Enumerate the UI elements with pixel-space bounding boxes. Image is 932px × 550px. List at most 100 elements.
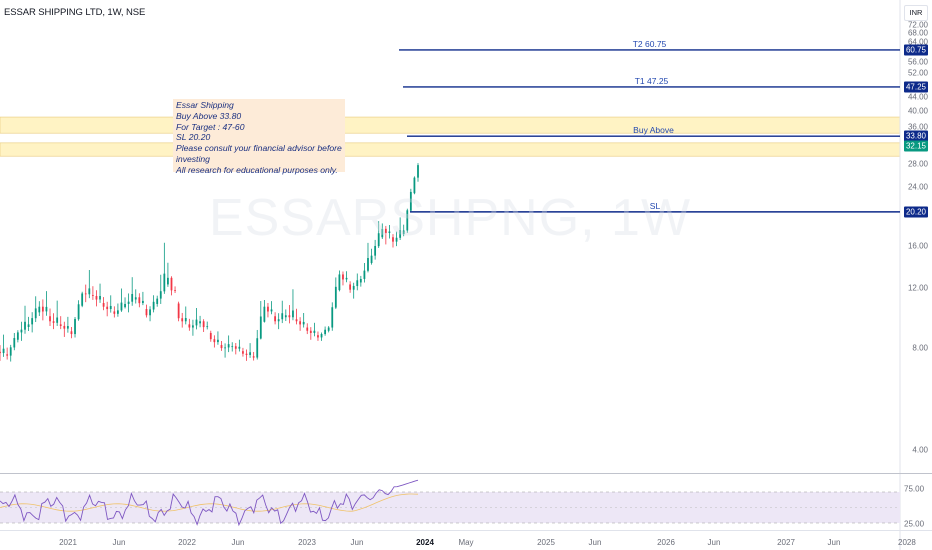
candle-body (331, 307, 334, 328)
rsi-line (0, 479, 419, 527)
candle-body (367, 258, 369, 271)
candle-body (381, 228, 384, 238)
candle-body (20, 329, 23, 333)
currency-button[interactable]: INR (904, 5, 928, 21)
note-line: Essar Shipping (176, 100, 234, 110)
candle-body (84, 293, 87, 295)
price-tick: 36.00 (907, 122, 928, 132)
note-line: Buy Above 33.80 (176, 110, 242, 121)
candle-body (91, 295, 94, 297)
rsi-tick: 25.00 (904, 519, 925, 529)
candle-body (24, 321, 26, 330)
price-tick: 40.00 (907, 106, 928, 116)
candle-body (138, 297, 141, 304)
time-label: Jun (231, 538, 245, 547)
level-price-badge: 33.80 (904, 130, 928, 142)
level-price-badge: 47.25 (904, 81, 928, 93)
candle-body (27, 324, 30, 327)
candle-body (206, 326, 209, 328)
candle-body (41, 306, 44, 312)
candle-body (109, 305, 112, 310)
candle-body (88, 288, 91, 295)
candle-body (256, 338, 259, 358)
price-axis[interactable]: 4.008.0012.0016.0020.0024.0028.0032.0036… (900, 0, 932, 472)
analysis-note[interactable]: Essar Shipping Buy Above 33.80 For Targe… (173, 99, 345, 175)
time-label: Jun (588, 538, 602, 547)
candle-body (213, 339, 216, 343)
time-label: Jun (827, 538, 841, 547)
time-label: Jun (350, 538, 364, 547)
candle-body (349, 284, 352, 290)
candle-body (324, 329, 327, 335)
candle-body (292, 310, 294, 318)
candle-body (377, 233, 380, 247)
rsi-tick: 75.00 (904, 484, 925, 494)
price-tick: 52.00 (907, 68, 928, 78)
price-tick: 12.00 (907, 283, 928, 293)
candle-body (209, 332, 212, 340)
levels-layer (399, 49, 900, 213)
time-label: 2027 (777, 538, 795, 547)
candle-body (184, 317, 187, 322)
candle-body (63, 325, 66, 329)
price-zone (0, 142, 901, 157)
candle-body (320, 333, 323, 338)
time-label: 2028 (898, 538, 916, 547)
candle-body (66, 326, 69, 329)
candle-body (363, 270, 366, 279)
note-line: SL 20.20 (176, 132, 211, 143)
price-tick: 44.00 (907, 92, 928, 102)
time-label: May (458, 538, 474, 547)
candle-body (302, 321, 305, 325)
candle-body (159, 291, 162, 299)
level-label: Buy Above (633, 125, 674, 136)
time-label: Jun (112, 538, 126, 547)
candle-body (9, 347, 12, 356)
rsi-pane (0, 479, 900, 527)
note-line: Please consult your financial advisor be… (176, 143, 342, 154)
level-price-badge: 60.75 (904, 44, 928, 56)
price-tick: 24.00 (907, 182, 928, 192)
candle-body (113, 311, 116, 314)
price-zone (0, 116, 901, 134)
candle-body (249, 352, 251, 355)
price-tick: 64.00 (907, 37, 928, 47)
candle-body (188, 324, 191, 328)
candle-body (6, 354, 9, 356)
candle-body (134, 297, 137, 300)
candle-body (177, 303, 180, 319)
candle-body (267, 306, 269, 312)
candle-body (227, 344, 230, 348)
candle-body (413, 177, 416, 194)
candle-body (120, 302, 123, 311)
candle-body (16, 332, 19, 340)
candle-body (217, 339, 219, 343)
time-label: 2022 (178, 538, 196, 547)
candle-body (174, 290, 176, 291)
candle-body (77, 304, 80, 320)
candle-body (395, 237, 398, 242)
candle-body (334, 286, 337, 308)
candle-body (374, 245, 377, 256)
candle-body (409, 191, 412, 211)
candle-body (31, 318, 34, 325)
candle-body (220, 345, 223, 349)
price-tick: 72.00 (907, 20, 928, 30)
candle-body (388, 231, 391, 233)
candle-body (149, 309, 151, 316)
candle-body (263, 306, 266, 322)
candle-body (402, 230, 405, 235)
candle-body (59, 324, 62, 326)
candle-body (152, 301, 155, 310)
candle-body (231, 346, 234, 348)
level-label: T2 60.75 (632, 38, 667, 49)
candle-body (145, 309, 148, 316)
time-label: 2026 (657, 538, 675, 547)
price-tick: 16.00 (907, 241, 928, 251)
candle-body (34, 308, 37, 319)
chart-title: ESSAR SHIPPING LTD, 1W, NSE (4, 7, 146, 18)
candle-body (45, 306, 48, 312)
candle-body (74, 318, 76, 335)
last-price-badge: 32.15 (904, 140, 928, 152)
